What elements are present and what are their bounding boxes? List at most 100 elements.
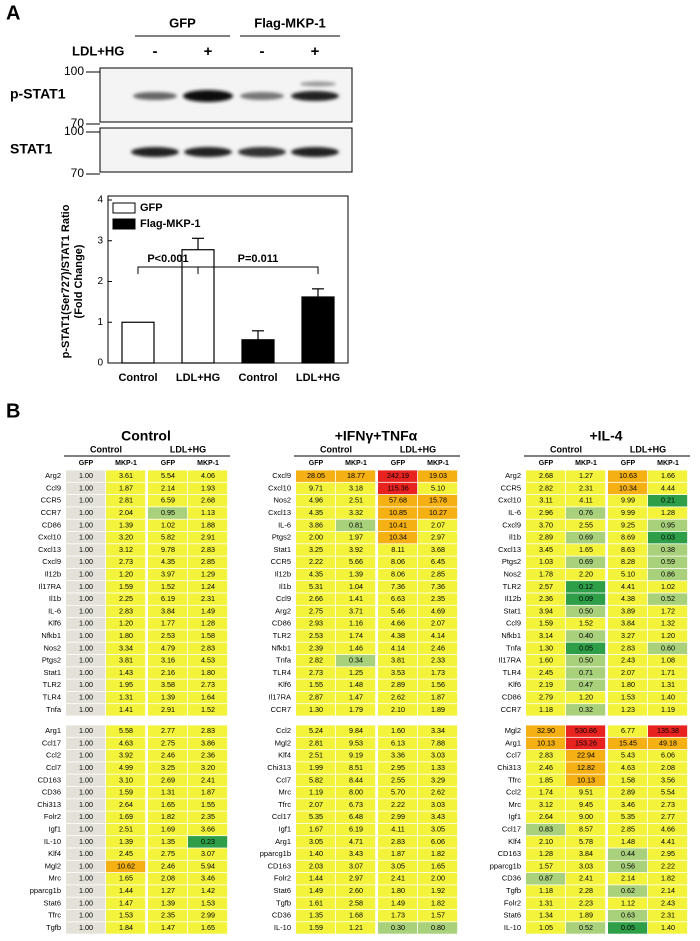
y-tick-label: 0 bbox=[97, 358, 103, 369]
heat-cell bbox=[148, 811, 188, 823]
heat-cell bbox=[148, 667, 188, 679]
heat-cell bbox=[378, 593, 418, 605]
cell-value: 1.42 bbox=[201, 886, 215, 895]
heat-cell bbox=[608, 774, 648, 787]
heat-cell bbox=[418, 593, 458, 605]
cell-value: 22.94 bbox=[577, 751, 595, 760]
group-header: Control bbox=[550, 444, 582, 454]
cell-value: 3.97 bbox=[161, 569, 175, 578]
heat-cell bbox=[148, 885, 188, 897]
heat-cell bbox=[336, 909, 376, 922]
cell-value: 4.14 bbox=[391, 643, 405, 652]
heat-cell bbox=[648, 774, 688, 787]
cell-value: 1.47 bbox=[119, 898, 133, 907]
cell-value: 1.20 bbox=[119, 569, 133, 578]
gene-label: Mrc bbox=[49, 874, 62, 883]
heat-cell bbox=[566, 704, 606, 716]
cell-value: 4.63 bbox=[119, 738, 133, 747]
cell-value: 1.71 bbox=[661, 668, 675, 677]
cell-value: 8.28 bbox=[621, 557, 635, 566]
heat-cell bbox=[378, 922, 418, 934]
heat-cell bbox=[148, 848, 188, 860]
heat-cell bbox=[566, 679, 606, 691]
cell-value: 10.13 bbox=[537, 738, 555, 747]
cell-value: 1.00 bbox=[79, 898, 93, 907]
cell-value: 0.50 bbox=[579, 656, 593, 665]
gene-label: Igf1 bbox=[508, 812, 521, 821]
gene-label: Nos2 bbox=[273, 496, 291, 505]
cell-value: 2.08 bbox=[661, 763, 675, 772]
heat-cell bbox=[608, 654, 648, 667]
gene-label: CD86 bbox=[272, 619, 291, 628]
cell-value: 2.14 bbox=[661, 886, 675, 895]
gene-label: Cxcl10 bbox=[38, 533, 61, 542]
cell-value: 1.60 bbox=[539, 656, 553, 665]
cell-value: 0.95 bbox=[161, 508, 175, 517]
heat-cell bbox=[566, 667, 606, 679]
heat-cell bbox=[648, 737, 688, 750]
cell-value: 2.31 bbox=[661, 911, 675, 920]
heat-cell bbox=[648, 630, 688, 642]
heat-cell bbox=[336, 922, 376, 934]
heat-cell bbox=[188, 885, 228, 897]
cell-value: 2.36 bbox=[539, 594, 553, 603]
gene-label: Ccl2 bbox=[46, 751, 61, 760]
cell-value: 2.62 bbox=[391, 692, 405, 701]
heat-cell bbox=[378, 691, 418, 704]
cell-value: 1.31 bbox=[119, 692, 133, 701]
cell-value: 1.99 bbox=[309, 763, 323, 772]
cell-value: 5.78 bbox=[579, 837, 593, 846]
heat-cell bbox=[296, 799, 336, 811]
heat-cell bbox=[106, 704, 146, 716]
cell-value: 32.90 bbox=[537, 726, 555, 735]
gene-label: Tfrc bbox=[508, 775, 521, 784]
heat-cell bbox=[106, 922, 146, 934]
heat-cell bbox=[608, 885, 648, 897]
cell-value: 3.07 bbox=[349, 861, 363, 870]
cell-value: 2.66 bbox=[309, 594, 323, 603]
heat-cell bbox=[148, 873, 188, 885]
heat-cell bbox=[378, 667, 418, 679]
marker-label: 100 bbox=[64, 124, 84, 138]
heat-cell bbox=[648, 836, 688, 848]
cell-value: 1.25 bbox=[349, 668, 363, 677]
heat-cell bbox=[526, 544, 566, 556]
cell-value: 1.40 bbox=[661, 692, 675, 701]
cell-value: 1.18 bbox=[539, 705, 553, 714]
gene-label: Klf6 bbox=[508, 680, 521, 689]
heat-cell bbox=[418, 762, 458, 774]
gene-label: Nfkb1 bbox=[501, 631, 521, 640]
cell-value: 1.74 bbox=[349, 631, 363, 640]
heat-cell bbox=[608, 519, 648, 532]
cell-value: 1.28 bbox=[539, 849, 553, 858]
gene-label: Cxcl9 bbox=[272, 471, 291, 480]
heat-cell bbox=[66, 823, 106, 836]
heat-cell bbox=[648, 581, 688, 593]
cell-value: 0.76 bbox=[579, 508, 593, 517]
cell-value: 1.00 bbox=[79, 631, 93, 640]
cell-value: 2.08 bbox=[161, 874, 175, 883]
heat-cell bbox=[526, 654, 566, 667]
gene-label: CCR7 bbox=[41, 508, 61, 517]
gene-label: Arg1 bbox=[45, 726, 61, 735]
cell-value: 6.73 bbox=[349, 800, 363, 809]
gene-label: Igf1 bbox=[278, 825, 291, 834]
heat-cell bbox=[566, 654, 606, 667]
heat-cell bbox=[106, 909, 146, 922]
heat-cell bbox=[608, 568, 648, 581]
heat-cell bbox=[418, 848, 458, 860]
heat-cell bbox=[526, 811, 566, 823]
cell-value: 1.32 bbox=[661, 619, 675, 628]
cell-value: 1.82 bbox=[431, 849, 445, 858]
heat-cell bbox=[418, 774, 458, 787]
heat-cell bbox=[296, 556, 336, 568]
heat-cell bbox=[296, 823, 336, 836]
cell-value: 1.00 bbox=[79, 594, 93, 603]
heat-cell bbox=[378, 823, 418, 836]
cell-value: 2.00 bbox=[431, 874, 445, 883]
heat-cell bbox=[66, 860, 106, 873]
heat-cell bbox=[148, 897, 188, 910]
cell-value: 1.44 bbox=[119, 886, 133, 895]
heat-cell bbox=[378, 679, 418, 691]
cell-value: 3.53 bbox=[391, 668, 405, 677]
